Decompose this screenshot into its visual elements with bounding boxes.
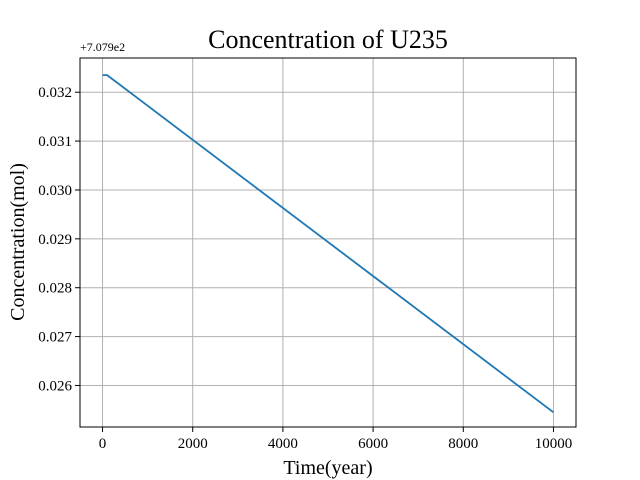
y-tick-label: 0.026	[38, 378, 72, 394]
x-axis-label: Time(year)	[283, 457, 372, 479]
y-tick-label: 0.029	[38, 232, 72, 248]
y-axis-label: Concentration(mol)	[7, 163, 29, 321]
y-axis-offset-label: +7.079e2	[80, 40, 125, 54]
y-axis-ticks: 0.026 0.027 0.028 0.029 0.030 0.031 0.032	[38, 85, 80, 394]
x-tick-label: 0	[99, 436, 107, 452]
y-tick-label: 0.030	[38, 183, 72, 199]
y-tick-label: 0.031	[38, 134, 72, 150]
x-tick-label: 4000	[268, 436, 298, 452]
x-tick-label: 10000	[535, 436, 573, 452]
series-layer	[102, 74, 554, 414]
y-tick-label: 0.028	[38, 281, 72, 297]
y-tick-label: 0.032	[38, 85, 72, 101]
y-tick-label: 0.027	[38, 330, 72, 346]
x-tick-label: 2000	[178, 436, 208, 452]
chart-title: Concentration of U235	[208, 25, 448, 54]
x-tick-label: 8000	[448, 436, 478, 452]
plot-frame	[79, 57, 577, 428]
grid	[80, 58, 576, 427]
x-axis-ticks: 0 2000 4000 6000 8000 10000	[99, 427, 572, 452]
x-tick-label: 6000	[358, 436, 388, 452]
series-line	[102, 74, 554, 414]
